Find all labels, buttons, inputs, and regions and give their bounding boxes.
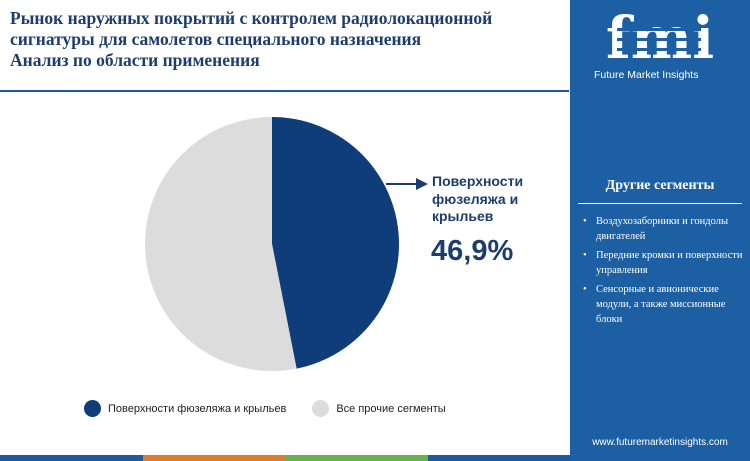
bottom-bar-segment	[0, 455, 143, 461]
other-segments-heading: Другие сегменты	[605, 178, 715, 193]
pie-slice-fuselage-wings	[272, 117, 400, 369]
list-item: • Передние кромки и поверхности управлени…	[580, 248, 745, 278]
pie-slices	[145, 117, 400, 372]
logo-text: fmi	[606, 8, 714, 66]
pie-chart	[145, 117, 428, 372]
title-divider	[0, 90, 569, 92]
list-item: • Сенсорные и авионические модули, а такж…	[580, 282, 745, 327]
side-divider	[578, 203, 742, 204]
chart-title: Рынок наружных покрытий с контролем ради…	[10, 8, 565, 71]
sidebar: fmi Future Market Insights Другие сегмен…	[570, 0, 750, 461]
bullet-icon: •	[583, 216, 587, 227]
legend-label-other: Все прочие сегменты	[336, 402, 446, 415]
legend-item-fuselage: Поверхности фюзеляжа и крыльев	[84, 400, 286, 417]
fmi-logo: fmi	[606, 8, 714, 66]
pie-slice-other-segments	[145, 117, 297, 372]
title-line-3: Анализ по области применения	[10, 50, 260, 70]
list-item-text: Передние кромки и поверхности управления	[596, 250, 743, 276]
logo-subtitle: Future Market Insights	[594, 69, 699, 81]
legend-swatch-fuselage	[84, 400, 101, 417]
legend-swatch-other	[312, 400, 330, 417]
other-segments-list: • Воздухозаборники и гондолы двигателей •…	[580, 214, 745, 331]
bottom-color-bar	[0, 455, 570, 461]
title-line-2: сигнатуры для самолетов специального наз…	[10, 29, 422, 49]
list-item-text: Сенсорные и авионические модули, а также…	[596, 284, 726, 325]
list-item: • Воздухозаборники и гондолы двигателей	[580, 214, 745, 244]
bottom-bar-segment	[427, 455, 570, 461]
bottom-bar-segment	[285, 455, 428, 461]
list-item-text: Воздухозаборники и гондолы двигателей	[596, 216, 729, 242]
title-line-1: Рынок наружных покрытий с контролем ради…	[10, 8, 493, 28]
bullet-icon: •	[583, 250, 587, 261]
legend-label-fuselage: Поверхности фюзеляжа и крыльев	[108, 402, 287, 415]
bullet-icon: •	[583, 284, 587, 295]
bottom-bar-segment	[142, 455, 285, 461]
legend-item-other: Все прочие сегменты	[312, 400, 446, 417]
website-url[interactable]: www.futuremarketinsights.com	[592, 437, 728, 448]
callout-label: Поверхности фюзеляжа и крыльев	[432, 173, 524, 224]
callout-arrow	[386, 178, 428, 190]
callout-value: 46,9%	[431, 235, 514, 267]
legend: Поверхности фюзеляжа и крыльев Все прочи…	[84, 400, 472, 417]
